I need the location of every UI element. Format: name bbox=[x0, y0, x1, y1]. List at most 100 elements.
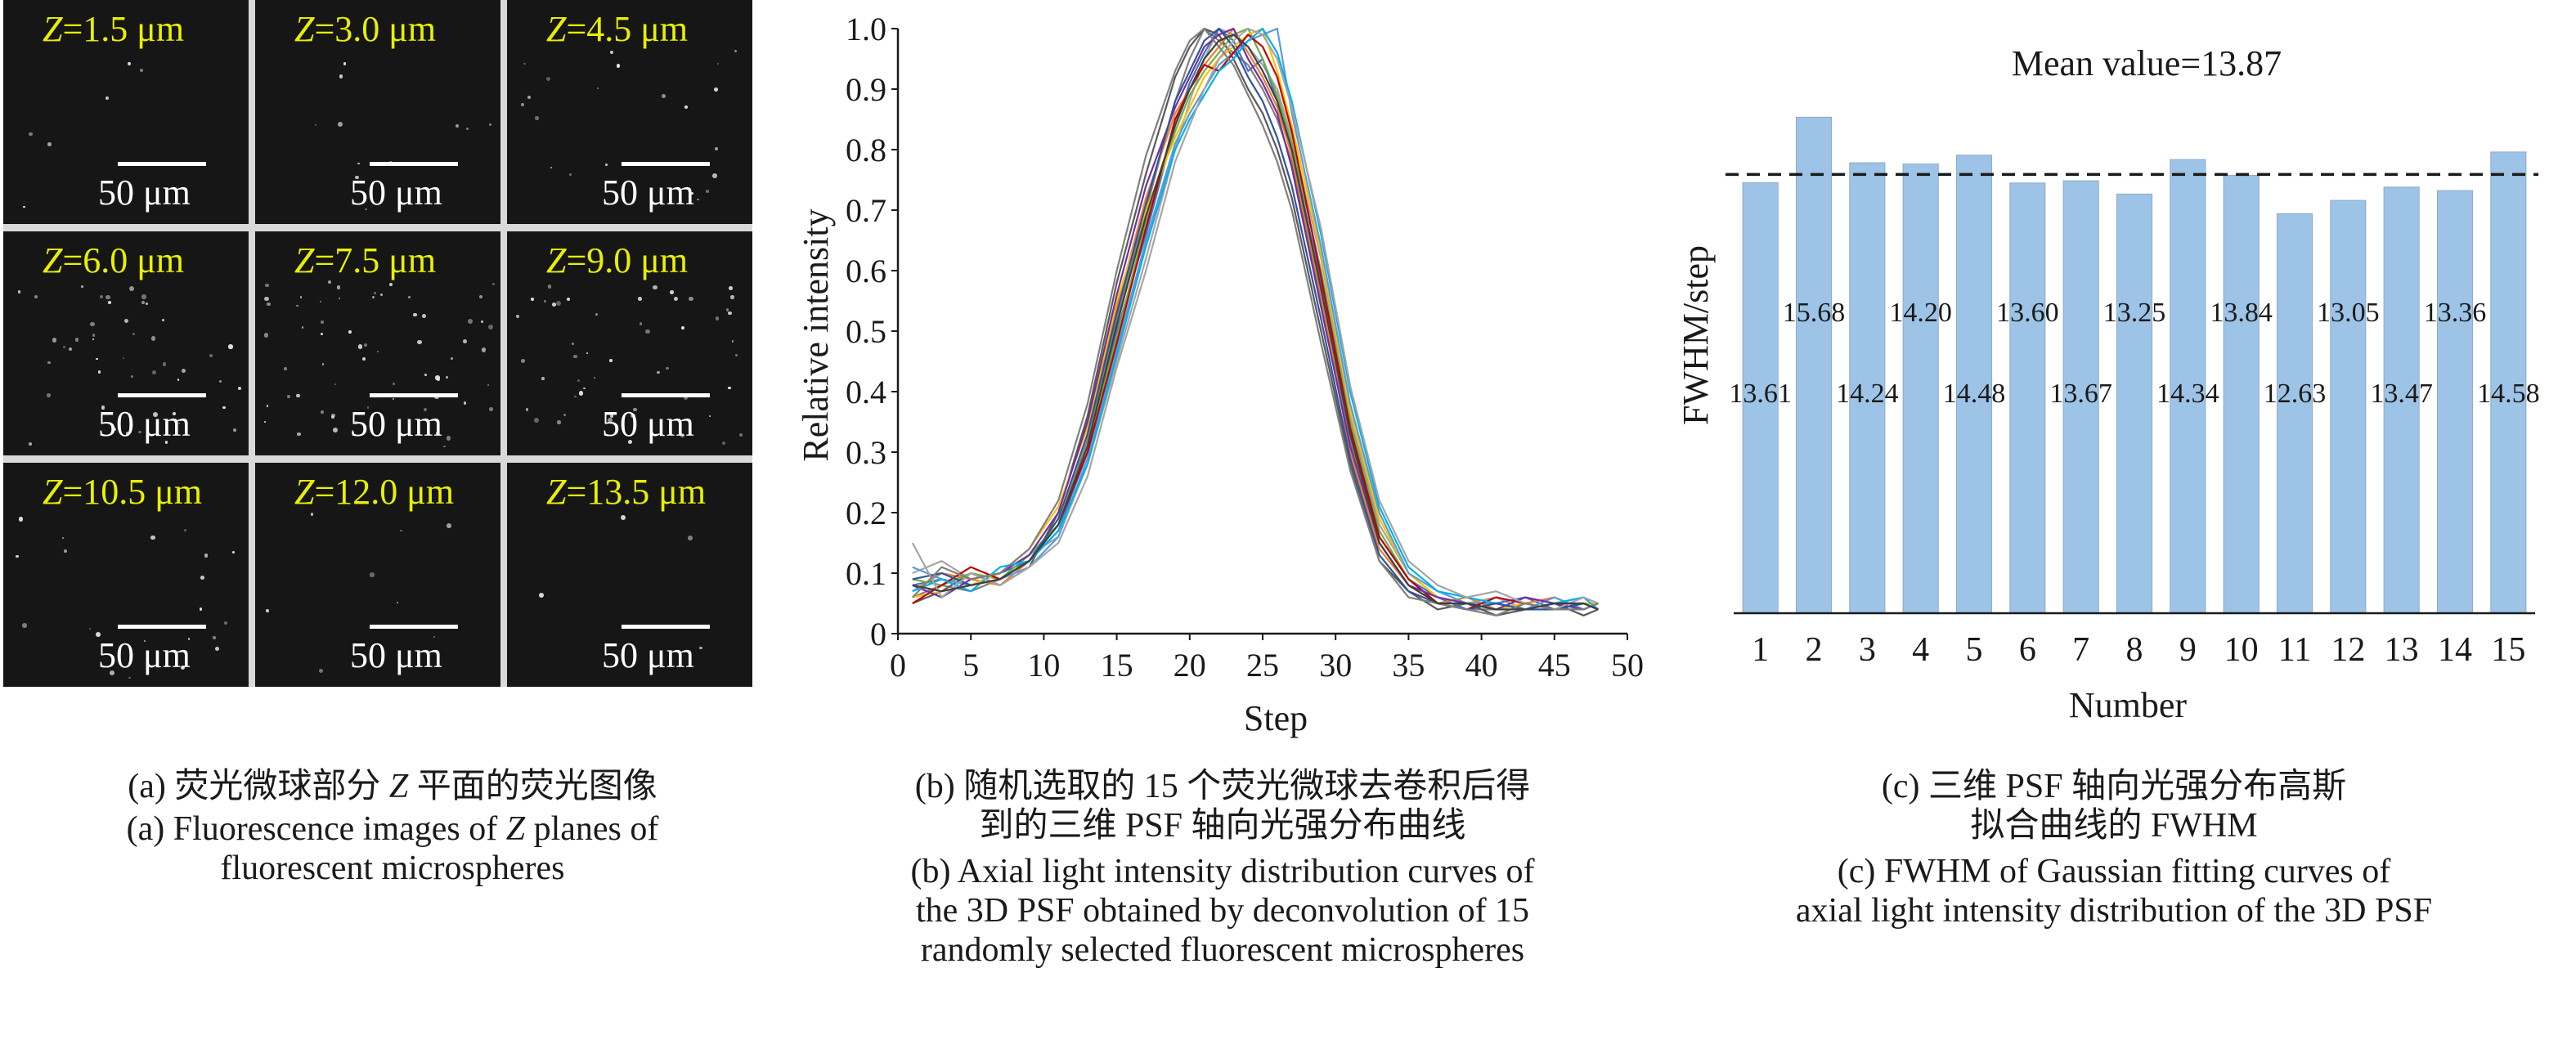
scale-bar-label: 50 μm bbox=[602, 635, 694, 675]
bar-value-label: 14.48 bbox=[1943, 379, 2006, 409]
x-tick-label: 45 bbox=[1538, 647, 1571, 684]
microsphere-dot bbox=[491, 282, 495, 286]
y-tick-label: 0.1 bbox=[846, 555, 886, 592]
microsphere-dot bbox=[338, 297, 341, 300]
microsphere-dot bbox=[515, 314, 520, 319]
microsphere-dot bbox=[734, 50, 737, 53]
microsphere-dot bbox=[95, 632, 101, 638]
microscope-image-z-12-0: Z=12.0 μm 50 μm bbox=[255, 463, 500, 687]
microsphere-dot bbox=[337, 122, 343, 128]
microsphere-dot bbox=[336, 285, 341, 289]
z-plane-label: Z=1.5 μm bbox=[43, 9, 185, 49]
microsphere-dot bbox=[523, 62, 527, 65]
microsphere-dot bbox=[684, 105, 688, 109]
intensity-curve-3 bbox=[912, 27, 1599, 616]
microsphere-dot bbox=[123, 318, 128, 323]
microsphere-dot bbox=[487, 384, 489, 386]
microsphere-dot bbox=[69, 347, 73, 351]
y-tick-label: 0.4 bbox=[846, 374, 886, 410]
bar-6 bbox=[2009, 182, 2046, 614]
microsphere-dot bbox=[231, 550, 235, 554]
caption-a-cn: (a) 荧光微球部分 Z 平面的荧光图像 bbox=[128, 768, 657, 805]
microsphere-dot bbox=[96, 358, 98, 361]
intensity-curve-14 bbox=[912, 27, 1599, 616]
microscope-image-z-6-0: Z=6.0 μm 50 μm bbox=[3, 231, 249, 455]
microsphere-dot bbox=[200, 575, 205, 581]
microsphere-dot bbox=[609, 414, 613, 418]
microsphere-dot bbox=[348, 329, 352, 334]
microsphere-dot bbox=[728, 386, 731, 390]
microsphere-dot bbox=[131, 375, 134, 379]
x-tick-label: 15 bbox=[1101, 647, 1133, 684]
scale-bar bbox=[118, 393, 206, 397]
caption-b-cn-line2: 到的三维 PSF 轴向光强分布曲线 bbox=[979, 807, 1466, 845]
microsphere-dot bbox=[479, 295, 483, 299]
microsphere-dot bbox=[238, 386, 242, 390]
microsphere-dot bbox=[443, 446, 446, 448]
microsphere-dot bbox=[571, 342, 574, 345]
y-tick-label: 0.7 bbox=[846, 192, 886, 229]
microsphere-dot bbox=[132, 333, 135, 336]
microsphere-dot bbox=[177, 422, 181, 425]
microsphere-dot bbox=[263, 420, 267, 424]
microsphere-dot bbox=[125, 431, 130, 436]
microsphere-dot bbox=[435, 431, 439, 436]
intensity-curve-6 bbox=[912, 27, 1599, 611]
microsphere-dot bbox=[711, 173, 717, 179]
bar-value-label: 13.67 bbox=[2049, 379, 2112, 409]
bar-value-label: 14.58 bbox=[2477, 379, 2540, 409]
microsphere-dot bbox=[488, 407, 493, 412]
microscope-image-z-1-5: Z=1.5 μm 50 μm bbox=[3, 0, 249, 224]
microsphere-dot bbox=[392, 398, 394, 401]
microsphere-dot bbox=[530, 297, 534, 301]
microsphere-dot bbox=[645, 329, 650, 334]
fluorescence-image-grid: Z=1.5 μm 50 μm Z=3.0 μm 50 μm Z=4.5 μm 50 μm Z… bbox=[3, 0, 752, 687]
microsphere-dot bbox=[29, 132, 34, 137]
bar-value-label: 14.34 bbox=[2156, 379, 2219, 409]
caption-c-en-line1: (c) FWHM of Gaussian fitting curves of bbox=[1837, 853, 2391, 890]
microscope-image-z-7-5: Z=7.5 μm 50 μm bbox=[255, 231, 500, 455]
microsphere-dot bbox=[284, 367, 287, 370]
bar-value-label: 14.20 bbox=[1889, 298, 1952, 328]
microsphere-dot bbox=[371, 295, 375, 298]
bar-13 bbox=[2383, 186, 2420, 614]
line-chart-axes bbox=[896, 29, 1627, 635]
bar-value-label: 15.68 bbox=[1783, 298, 1846, 328]
microsphere-dot bbox=[731, 339, 734, 343]
microsphere-dot bbox=[550, 167, 553, 169]
microsphere-dot bbox=[715, 316, 720, 321]
microsphere-dot bbox=[433, 635, 436, 638]
bar-10 bbox=[2223, 175, 2260, 614]
bar-4 bbox=[1902, 164, 1939, 614]
microsphere-dot bbox=[699, 647, 702, 650]
x-tick-label: 35 bbox=[1392, 647, 1425, 684]
microsphere-dot bbox=[90, 321, 95, 327]
z-plane-label: Z=7.5 μm bbox=[294, 240, 437, 280]
scale-bar-label: 50 μm bbox=[98, 404, 191, 444]
microsphere-dot bbox=[445, 375, 448, 379]
caption-b: (b) 随机选取的 15 个荧光微球去卷积后得 到的三维 PSF 轴向光强分布曲… bbox=[785, 767, 1660, 970]
bar-3 bbox=[1849, 162, 1886, 614]
microscope-image-z-13-5: Z=13.5 μm 50 μm bbox=[507, 463, 752, 687]
microsphere-dot bbox=[352, 431, 355, 435]
fwhm-bar-chart: Mean value=13.87 13.61 15.68 14.24 14.20 14.… bbox=[1676, 43, 2540, 725]
bar-11 bbox=[2276, 213, 2313, 614]
microsphere-dot bbox=[573, 354, 577, 359]
bar-chart-axes bbox=[1726, 173, 2538, 615]
line-chart-xlabel: Step bbox=[1244, 698, 1308, 738]
microsphere-dot bbox=[320, 332, 324, 336]
bar-5 bbox=[1955, 155, 1993, 614]
y-tick-label: 0 bbox=[870, 616, 886, 652]
microsphere-dot bbox=[92, 334, 95, 337]
microsphere-dot bbox=[594, 377, 596, 379]
microsphere-dot bbox=[627, 439, 632, 444]
microsphere-dot bbox=[569, 173, 572, 176]
microsphere-dot bbox=[145, 302, 148, 305]
intensity-curve-12 bbox=[912, 27, 1599, 611]
microsphere-dot bbox=[547, 285, 552, 289]
z-plane-label: Z=3.0 μm bbox=[294, 9, 437, 49]
scale-bar bbox=[622, 162, 710, 166]
microsphere-dot bbox=[446, 435, 451, 441]
microsphere-dot bbox=[319, 668, 324, 674]
microsphere-dot bbox=[714, 87, 719, 92]
